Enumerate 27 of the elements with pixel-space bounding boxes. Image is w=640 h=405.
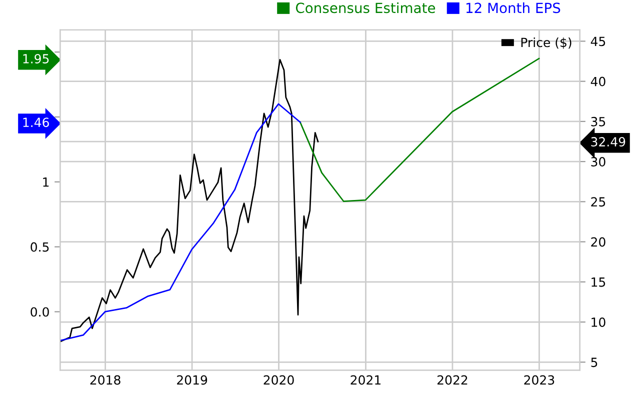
line-series <box>60 58 319 342</box>
y-tick-label: 0.5 <box>30 242 49 252</box>
x-tick-label: 2022 <box>437 375 468 385</box>
y2-tick-label: 25 <box>591 197 606 207</box>
legend-label: Price ($) <box>521 37 572 49</box>
x-tick-label: 2020 <box>264 375 294 385</box>
y2-tick-label: 35 <box>591 116 606 126</box>
y2-tick-label: 30 <box>591 157 606 166</box>
y2-tick-label: 5 <box>591 358 598 368</box>
legend-label: 12 Month EPS <box>466 2 560 14</box>
y-tick-label: 1.46 <box>23 118 49 128</box>
line-series <box>299 58 540 202</box>
x-tick-label: 2021 <box>350 375 380 385</box>
y2-tick-label: 32.49 <box>591 137 626 147</box>
y2-tick-label: 40 <box>590 76 606 86</box>
y-tick-label: 1 <box>43 178 49 187</box>
y-tick-label: 0.0 <box>30 307 49 317</box>
line-series <box>60 103 301 341</box>
legend-label: Consensus Estimate <box>296 2 436 14</box>
y2-tick-label: 15 <box>592 278 606 287</box>
y2-tick-label: 45 <box>590 36 606 46</box>
y2-tick-label: 10 <box>592 318 606 327</box>
x-tick-label: 2023 <box>524 375 554 385</box>
x-tick-label: 2019 <box>177 375 208 385</box>
x-tick-label: 2018 <box>90 375 120 385</box>
y2-tick-label: 20 <box>591 237 606 247</box>
y-tick-label: 1.95 <box>23 54 49 64</box>
